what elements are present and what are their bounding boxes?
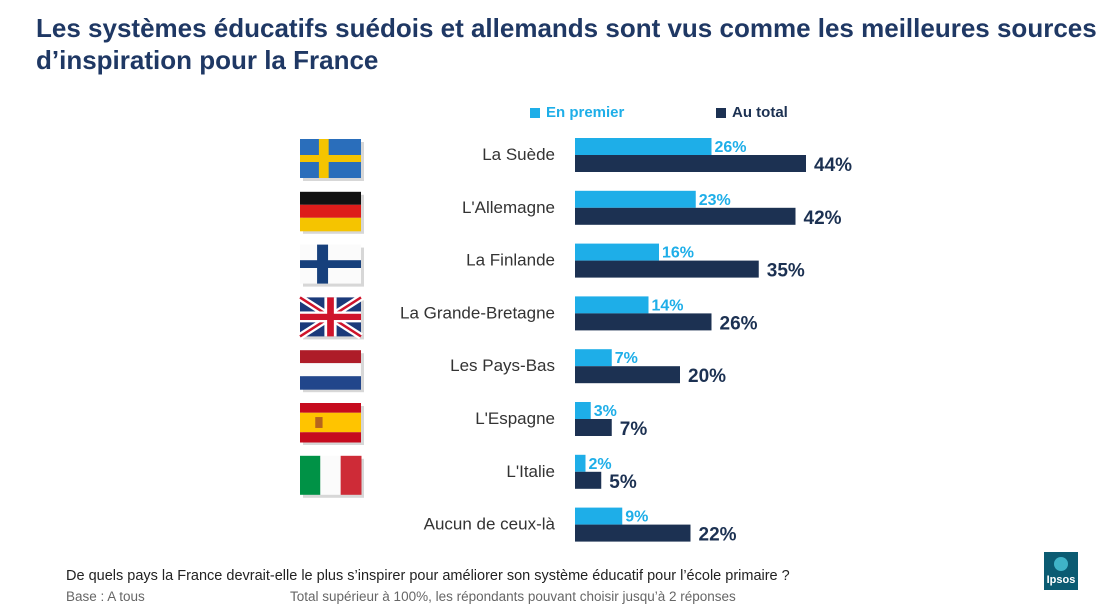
value-label-first: 16%: [662, 245, 694, 262]
logo-text: Ipsos: [1046, 574, 1076, 586]
bar-first: [575, 190, 696, 208]
bar-total: [575, 419, 612, 436]
bar-total: [575, 155, 806, 172]
bar-first: [575, 507, 623, 525]
category-label: Les Pays-Bas: [450, 356, 555, 375]
bar-total: [575, 313, 712, 331]
category-label: La Finlande: [466, 251, 555, 270]
value-label-total: 35%: [767, 261, 805, 282]
bar-first: [575, 243, 659, 261]
value-label-total: 5%: [609, 472, 637, 493]
ipsos-logo: Ipsos: [1044, 552, 1078, 590]
value-label-total: 42%: [804, 208, 842, 229]
bar-total: [575, 471, 602, 489]
spain-flag: [300, 403, 364, 445]
value-label-first: 9%: [625, 509, 648, 526]
logo-ball-icon: [1054, 557, 1068, 571]
bar-first: [575, 402, 591, 419]
bar-total: [575, 366, 680, 384]
bar-first: [575, 454, 586, 472]
bar-first: [575, 349, 612, 367]
category-label: L'Espagne: [475, 409, 555, 428]
germany-flag: [300, 191, 364, 234]
chart-title: Les systèmes éducatifs suédois et allema…: [36, 13, 1097, 75]
italy-flag: [300, 455, 364, 498]
survey-question: De quels pays la France devrait-elle le …: [66, 568, 790, 584]
legend-item-first: En premier: [530, 104, 624, 121]
bar-first: [575, 296, 649, 314]
netherlands-flag: [300, 350, 364, 393]
value-label-first: 7%: [615, 350, 638, 367]
bar-total: [575, 207, 796, 225]
category-label: L'Italie: [506, 462, 555, 481]
value-label-first: 3%: [594, 403, 617, 420]
legend-label-total: Au total: [732, 104, 788, 121]
legend-label-first: En premier: [546, 104, 625, 121]
value-label-first: 2%: [589, 456, 612, 473]
category-label: La Grande-Bretagne: [400, 303, 555, 322]
legend-swatch-first: [530, 107, 540, 118]
category-label: L'Allemagne: [462, 198, 555, 217]
legend-item-total: Au total: [716, 104, 788, 121]
bar-first: [575, 138, 712, 155]
finland-flag: [300, 244, 364, 287]
value-label-first: 26%: [715, 139, 747, 156]
bar-total: [575, 260, 759, 278]
bar-total: [575, 524, 691, 542]
value-label-total: 20%: [688, 366, 726, 387]
sweden-flag: [300, 139, 364, 181]
value-label-total: 26%: [720, 313, 758, 334]
value-label-total: 44%: [814, 155, 852, 176]
value-label-first: 23%: [699, 192, 731, 209]
value-label-first: 14%: [652, 297, 684, 314]
legend-swatch-total: [716, 107, 726, 118]
category-label: Aucun de ceux-là: [424, 515, 556, 534]
survey-base: Base : A tous: [66, 589, 145, 604]
value-label-total: 7%: [620, 419, 648, 440]
survey-note: Total supérieur à 100%, les répondants p…: [290, 589, 736, 604]
category-label: La Suède: [482, 145, 555, 164]
value-label-total: 22%: [699, 525, 737, 546]
uk-flag: [298, 294, 364, 340]
bar-chart: La Suède 26% 44% L'Allemagne 23% 42% La Finlan…: [298, 138, 852, 546]
